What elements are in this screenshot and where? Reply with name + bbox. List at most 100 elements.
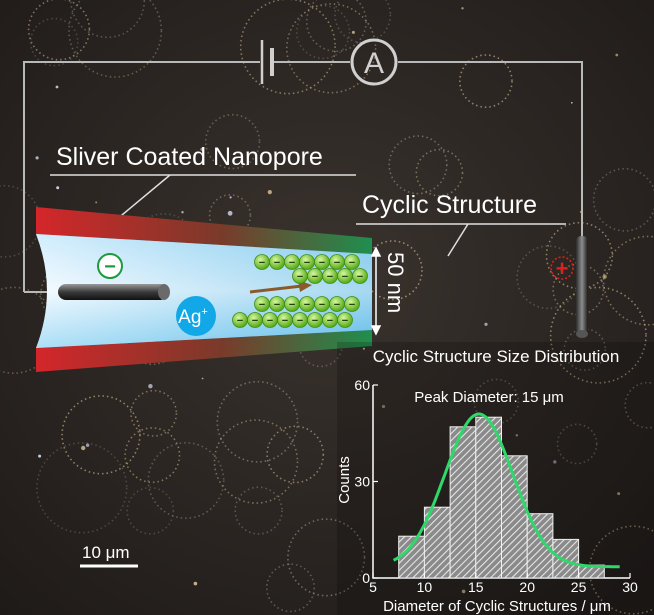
speckle xyxy=(35,156,39,160)
particle xyxy=(344,296,360,312)
speckle xyxy=(615,53,619,57)
ring xyxy=(265,563,315,613)
ring xyxy=(362,240,423,301)
x-tick-label: 5 xyxy=(369,579,377,595)
y-axis-label: Counts xyxy=(336,456,353,504)
ring xyxy=(556,423,598,465)
inset-title: Cyclic Structure Size Distribution xyxy=(373,347,620,366)
particle-charge: − xyxy=(259,299,265,311)
speckle xyxy=(484,322,488,326)
gap-marker xyxy=(370,246,382,336)
speckle xyxy=(181,211,184,214)
plus-sign-icon: + xyxy=(550,256,574,281)
speckle xyxy=(193,581,198,586)
ring xyxy=(239,0,336,95)
ring xyxy=(234,486,283,535)
y-tick-label: 0 xyxy=(362,570,370,586)
svg-text:+: + xyxy=(556,256,569,281)
ring xyxy=(213,419,299,504)
particle-charge: − xyxy=(274,257,280,269)
speckle xyxy=(362,347,365,350)
ion-label: Ag xyxy=(178,307,201,328)
ammeter-icon: A xyxy=(350,38,398,86)
particle-charge: − xyxy=(334,299,340,311)
x-tick-label: 30 xyxy=(622,579,638,595)
ring xyxy=(27,0,91,61)
negative-electrode xyxy=(58,284,170,300)
particle-charge: − xyxy=(259,257,265,269)
ring xyxy=(286,3,377,94)
speckle xyxy=(85,443,90,447)
ring xyxy=(473,378,520,425)
pore-wall-top xyxy=(36,207,372,254)
speckle xyxy=(267,190,272,195)
ring xyxy=(415,148,464,197)
ring xyxy=(126,486,175,535)
charged-particles: − − − − − − −− − − − −− − − − − − −− − − − − − − − xyxy=(232,254,368,328)
particle-charge: − xyxy=(289,299,295,311)
speckle xyxy=(602,274,607,279)
ring xyxy=(68,0,163,78)
silver-ion-icon: Ag+ xyxy=(176,296,216,336)
speckle xyxy=(351,30,355,34)
ring xyxy=(124,427,181,484)
svg-text:−: − xyxy=(104,256,116,278)
particle-charge: − xyxy=(342,271,348,283)
histogram-bar xyxy=(552,538,580,579)
ammeter-label: A xyxy=(364,47,384,80)
nanopore-label: Sliver Coated Nanopore xyxy=(56,143,323,171)
histogram-ticks: 5 10 15 20 25 30 0 30 60 xyxy=(354,377,638,595)
particle-charge: − xyxy=(289,257,295,269)
particle-charge: − xyxy=(349,299,355,311)
ring xyxy=(549,286,647,384)
ion-charge: + xyxy=(201,306,207,318)
particle-charge: − xyxy=(327,315,333,327)
ring xyxy=(563,328,607,372)
ring xyxy=(388,135,448,195)
particle-charge: − xyxy=(282,315,288,327)
speckle xyxy=(200,147,204,151)
speckle xyxy=(81,445,86,451)
speckle xyxy=(229,196,232,199)
speckle xyxy=(148,384,153,389)
x-tick-label: 10 xyxy=(417,579,433,595)
particle xyxy=(337,312,353,328)
ring xyxy=(588,525,654,615)
cyclic-structure-label: Cyclic Structure xyxy=(362,191,537,219)
y-tick-label: 60 xyxy=(354,377,370,393)
x-axis-label: Diameter of Cyclic Structures / μm xyxy=(383,598,611,615)
circuit-wire xyxy=(23,61,583,293)
peak-annotation: Peak Diameter: 15 μm xyxy=(414,389,564,406)
histogram-bars xyxy=(398,416,605,579)
ring xyxy=(334,0,392,44)
particle-charge: − xyxy=(319,257,325,269)
ring xyxy=(147,441,225,519)
battery-icon xyxy=(260,40,274,84)
ring xyxy=(70,0,146,39)
ring xyxy=(545,221,614,290)
ring xyxy=(130,389,178,437)
scale-bar-label: 10 μm xyxy=(82,543,130,562)
particle-charge: − xyxy=(252,315,258,327)
svg-text:Ag+: Ag+ xyxy=(178,306,208,328)
particle-charge: − xyxy=(297,271,303,283)
particle-charge: − xyxy=(297,315,303,327)
particle-charge: − xyxy=(304,299,310,311)
ring xyxy=(266,425,325,484)
speckle xyxy=(95,201,98,204)
particle-charge: − xyxy=(342,315,348,327)
speckle xyxy=(461,589,466,594)
speckle xyxy=(553,460,557,464)
speckle xyxy=(38,454,42,458)
ring xyxy=(36,442,128,534)
particle-charge: − xyxy=(334,257,340,269)
speckle xyxy=(55,85,59,89)
ring xyxy=(458,54,513,109)
ring xyxy=(287,518,366,597)
speckle xyxy=(381,404,386,409)
gap-label: 50 nm xyxy=(383,252,408,313)
positive-electrode xyxy=(576,236,588,338)
ring xyxy=(61,395,141,475)
